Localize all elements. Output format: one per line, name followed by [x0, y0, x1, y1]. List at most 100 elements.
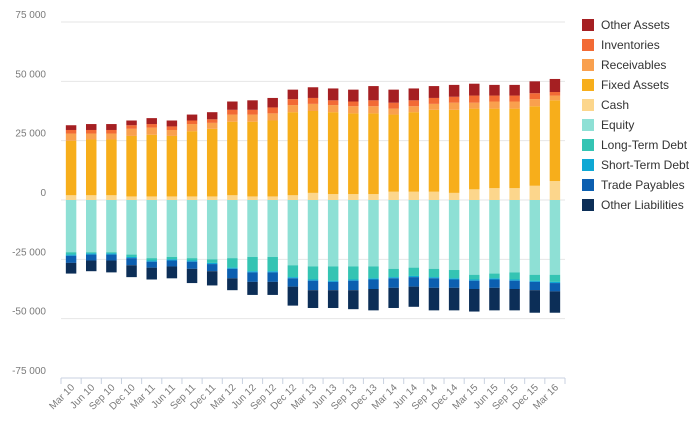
legend-item[interactable]: Receivables: [582, 55, 689, 75]
bar-segment: [206, 259, 218, 263]
bar-segment: [448, 84, 460, 97]
bar-segment: [85, 260, 97, 272]
legend-label: Fixed Assets: [601, 78, 670, 92]
bar-segment: [267, 120, 278, 197]
bar-segment: [65, 200, 77, 253]
bar-segment: [388, 268, 399, 278]
bar-segment: [146, 267, 157, 280]
bar-segment: [65, 125, 77, 130]
bar-segment: [348, 194, 359, 200]
bar-segment: [65, 262, 77, 274]
bar-segment: [529, 185, 541, 200]
bar-segment: [368, 113, 379, 195]
legend-label: Trade Payables: [601, 178, 685, 192]
bars: [65, 78, 561, 313]
bar-segment: [106, 139, 117, 196]
legend-item[interactable]: Long-Term Debt: [582, 135, 689, 155]
legend-item[interactable]: Trade Payables: [582, 175, 689, 195]
bar-segment: [227, 200, 238, 259]
bar-segment: [509, 101, 520, 109]
bar-segment: [469, 189, 480, 200]
legend-item[interactable]: Cash: [582, 95, 689, 115]
bar-segment: [489, 188, 500, 200]
bar-segment: [469, 280, 480, 289]
bar-segment: [489, 95, 500, 102]
legend-item[interactable]: Fixed Assets: [582, 75, 689, 95]
bar-segment: [287, 89, 299, 100]
bar-segment: [368, 278, 379, 280]
bar-segment: [106, 260, 117, 273]
bar-segment: [186, 200, 198, 259]
bar-segment: [126, 256, 137, 259]
bar-segment: [388, 102, 399, 109]
bar-segment: [489, 278, 500, 280]
legend-item[interactable]: Other Liabilities: [582, 195, 689, 215]
bar-segment: [469, 95, 480, 103]
bar-segment: [247, 271, 258, 273]
bar-segment: [85, 252, 97, 254]
bar-segment: [166, 260, 178, 267]
bar-segment: [146, 127, 157, 135]
bar-segment: [85, 195, 97, 200]
legend-swatch: [582, 159, 594, 171]
bar-segment: [408, 100, 420, 107]
legend-item[interactable]: Other Assets: [582, 15, 689, 35]
bar-segment: [327, 112, 339, 195]
bar-segment: [126, 125, 137, 129]
bar-segment: [186, 120, 198, 125]
bar-segment: [489, 273, 500, 279]
bar-segment: [267, 200, 278, 257]
bar-segment: [428, 191, 440, 200]
bar-segment: [106, 200, 117, 253]
bar-segment: [368, 279, 379, 289]
bar-segment: [267, 107, 278, 114]
bar-segment: [428, 268, 440, 278]
bar-segment: [529, 99, 541, 107]
bar-segment: [368, 106, 379, 114]
bar-segment: [166, 196, 178, 200]
bar-segment: [428, 278, 440, 288]
bar-segment: [529, 274, 541, 281]
bar-segment: [287, 195, 299, 200]
legend-label: Other Liabilities: [601, 198, 684, 212]
bar-segment: [388, 278, 399, 288]
bar-segment: [428, 200, 440, 269]
legend-item[interactable]: Inventories: [582, 35, 689, 55]
bar-segment: [65, 129, 77, 134]
bar-segment: [85, 254, 97, 261]
bar-segment: [126, 200, 137, 255]
bar-segment: [327, 88, 339, 101]
bar-segment: [327, 194, 339, 200]
bar-segment: [267, 97, 278, 108]
bar-segment: [509, 188, 520, 200]
bar-segment: [489, 287, 500, 311]
bar-segment: [267, 272, 278, 282]
legend-swatch: [582, 19, 594, 31]
bar-segment: [166, 256, 178, 260]
bar-segment: [166, 200, 178, 257]
bar-segment: [126, 196, 137, 200]
bar-segment: [509, 95, 520, 102]
bar-segment: [146, 196, 157, 200]
bar-segment: [186, 124, 198, 132]
bar-segment: [126, 135, 137, 197]
bar-segment: [247, 100, 258, 110]
bar-segment: [126, 258, 137, 266]
bar-segment: [206, 112, 218, 120]
bar-segment: [368, 86, 379, 101]
legend-item[interactable]: Short-Term Debt: [582, 155, 689, 175]
legend-item[interactable]: Equity: [582, 115, 689, 135]
bar-segment: [368, 194, 379, 200]
legend-swatch: [582, 79, 594, 91]
bar-segment: [408, 191, 420, 200]
bar-segment: [327, 105, 339, 113]
bar-segment: [126, 120, 137, 126]
bar-segment: [85, 253, 97, 255]
y-tick-label: -75 000: [12, 366, 46, 377]
bar-segment: [247, 114, 258, 122]
legend-label: Equity: [601, 118, 635, 132]
bar-segment: [388, 114, 399, 192]
bar-segment: [529, 81, 541, 94]
legend-swatch: [582, 99, 594, 111]
bar-segment: [206, 122, 218, 129]
